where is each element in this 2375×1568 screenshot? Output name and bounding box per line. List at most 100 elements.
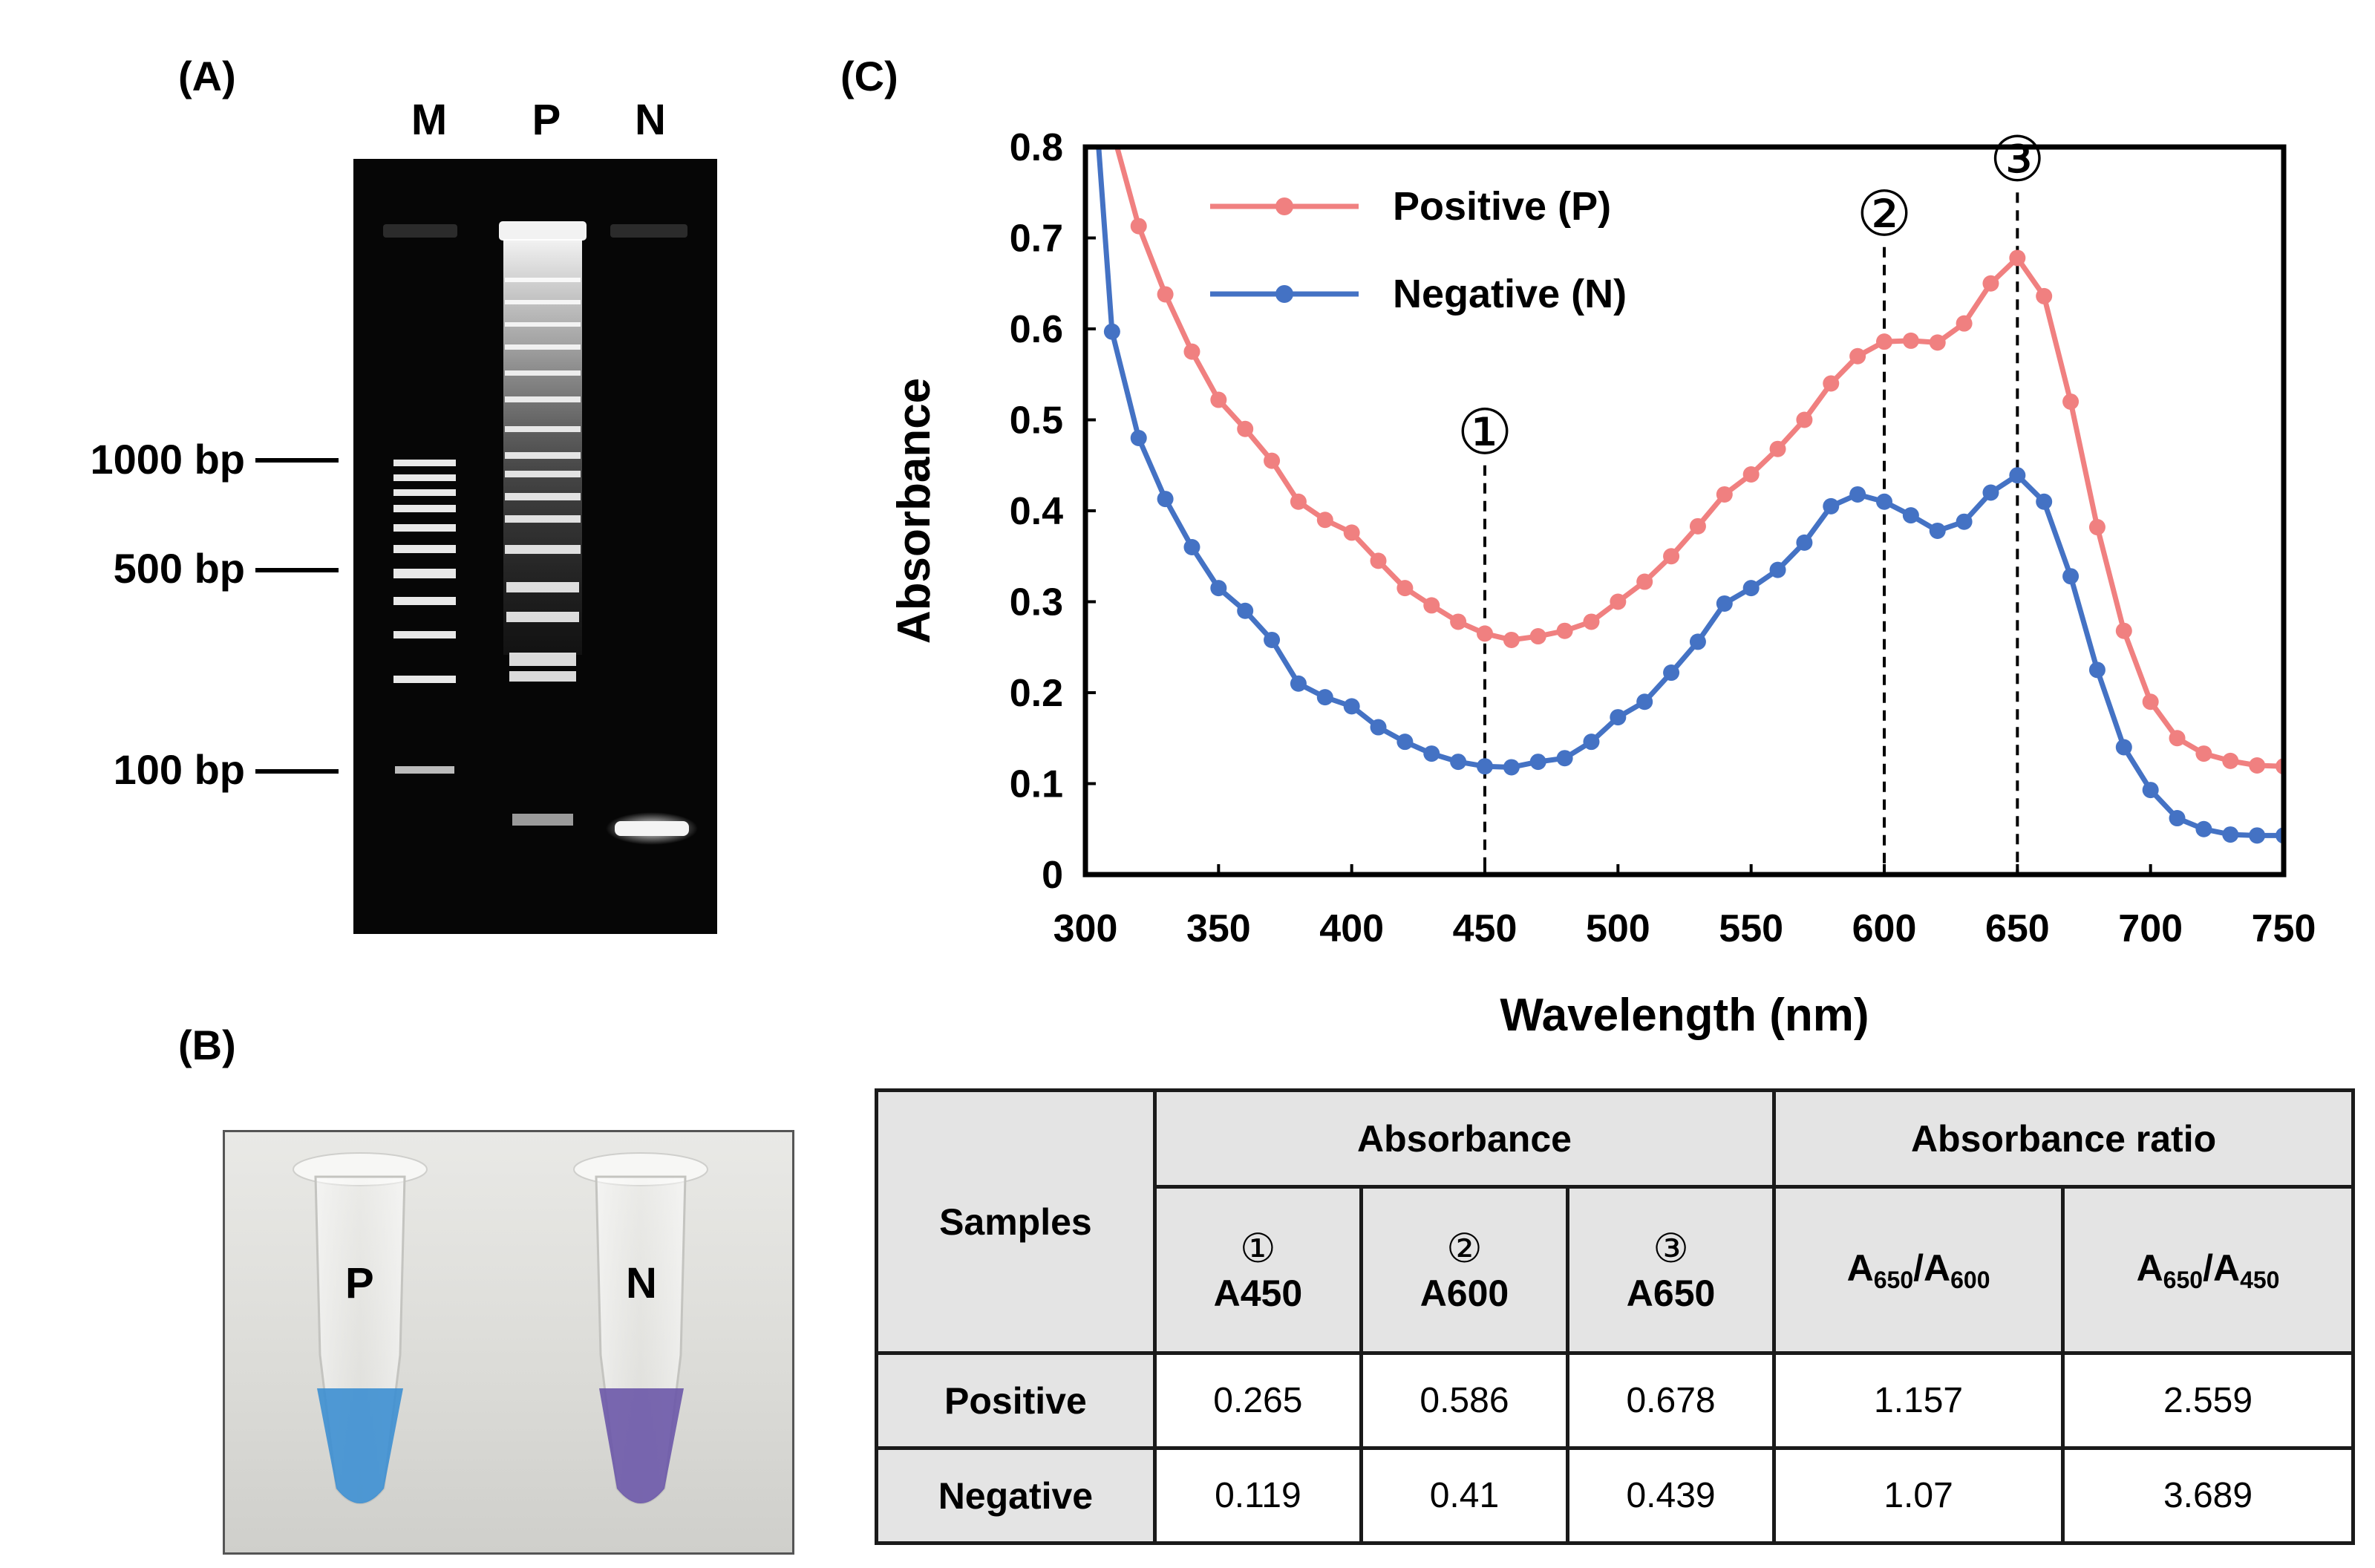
data-point [1556, 622, 1573, 639]
table-header-a600: ② A600 [1359, 1185, 1570, 1355]
table-cell: 0.439 [1565, 1446, 1777, 1545]
marker-tick [255, 568, 339, 572]
data-point [1610, 593, 1627, 610]
x-tick-label: 450 [1453, 907, 1518, 950]
marker-label-1000bp: 1000 bp [90, 436, 245, 483]
x-tick-label: 400 [1319, 907, 1384, 950]
data-point [1902, 332, 1919, 349]
data-point [1316, 689, 1333, 706]
data-point [1423, 745, 1440, 762]
data-point [1396, 580, 1414, 597]
panel-label-b: (B) [178, 1022, 236, 1068]
data-point [1796, 411, 1813, 428]
table-header-ratio: Absorbance ratio [1772, 1088, 2355, 1189]
data-point [1769, 440, 1786, 457]
y-tick-label: 0.1 [1010, 763, 1063, 806]
data-point [1929, 334, 1946, 351]
marker-label-500bp: 500 bp [113, 545, 245, 592]
data-point [1823, 497, 1840, 514]
table-cell: 0.586 [1359, 1351, 1570, 1450]
data-point [1529, 628, 1546, 645]
data-point [1663, 548, 1680, 565]
data-point [2142, 693, 2159, 710]
y-tick-label: 0.8 [1010, 126, 1063, 169]
data-point [1636, 693, 1653, 710]
x-tick-label: 750 [2252, 907, 2316, 950]
absorbance-chart: ① ② ③ 300 350 400 450 500 550 600 650 700 750 0 0.1 0.2… [889, 124, 2316, 1041]
table-cell: 0.678 [1565, 1351, 1777, 1450]
data-point [1796, 534, 1813, 551]
y-tick-label: 0.6 [1010, 308, 1063, 351]
data-point [1396, 734, 1414, 751]
table-cell: 1.07 [1772, 1446, 2065, 1545]
y-tick-label: 0.3 [1010, 581, 1063, 624]
data-point [2249, 757, 2266, 774]
data-point [1742, 580, 1760, 597]
data-point [1210, 391, 1227, 408]
plot-frame [1082, 144, 2287, 878]
data-point [1503, 631, 1520, 648]
x-tick-label: 350 [1186, 907, 1251, 950]
table-row: Positive 0.265 0.586 0.678 1.157 2.559 [875, 1351, 2355, 1450]
data-point [2249, 827, 2266, 844]
gel-lane-label: M [411, 96, 448, 144]
data-point [1529, 754, 1546, 771]
gel-image [353, 159, 717, 934]
y-axis-label: Absorbance [889, 378, 940, 644]
panel-label-c: (C) [840, 53, 898, 99]
data-point [1370, 719, 1387, 736]
annotation-label: ③ [1990, 124, 2045, 194]
data-point [1183, 539, 1200, 555]
data-point [1157, 491, 1174, 508]
y-tick-label: 0.4 [1010, 490, 1063, 533]
table-row: Negative 0.119 0.41 0.439 1.07 3.689 [875, 1446, 2355, 1545]
series-line-positive [1114, 147, 2284, 769]
data-point [2062, 393, 2080, 410]
gel-lane-label: N [635, 96, 666, 144]
table-cell: 1.157 [1772, 1351, 2065, 1450]
series-layer [1096, 147, 2284, 844]
y-tick-label: 0.5 [1010, 399, 1063, 442]
data-point [1849, 347, 1866, 365]
row-label: Positive [875, 1351, 1157, 1450]
data-point [1130, 430, 1147, 446]
data-point [2222, 826, 2239, 843]
data-point [1849, 486, 1866, 503]
y-tick-label: 0.2 [1010, 672, 1063, 715]
data-point [1290, 493, 1307, 510]
data-point [2036, 493, 2053, 510]
data-point [1583, 613, 1600, 630]
x-tick-label: 700 [2118, 907, 2183, 950]
data-point [2062, 568, 2080, 585]
data-point [1982, 275, 1999, 292]
tube-photo: P N [223, 1130, 794, 1555]
y-tick-label: 0 [1042, 854, 1063, 897]
data-point [1450, 613, 1467, 630]
data-point [1316, 512, 1333, 529]
table-cell: 3.689 [2061, 1446, 2355, 1545]
data-point [1130, 218, 1147, 235]
data-point [2115, 739, 2132, 756]
data-point [1477, 758, 1493, 775]
data-point [1902, 507, 1919, 524]
data-point [1583, 734, 1600, 751]
data-point [1370, 552, 1387, 569]
data-point [2142, 782, 2159, 799]
data-point [1876, 333, 1892, 350]
table-header-absorbance: Absorbance [1152, 1088, 1777, 1189]
data-point [1716, 486, 1733, 503]
data-point [1477, 625, 1493, 642]
data-point [2009, 249, 2026, 267]
data-point [1610, 709, 1627, 726]
x-tick-label: 500 [1586, 907, 1650, 950]
data-point [1636, 573, 1653, 590]
data-point [2115, 622, 2132, 639]
data-point [1423, 597, 1440, 614]
marker-tick [255, 458, 339, 463]
tube-positive [293, 1152, 428, 1505]
table-header-a450: ① A450 [1152, 1185, 1363, 1355]
data-point [1210, 580, 1227, 597]
table-header-ratio-650-600: A650/A600 [1772, 1185, 2065, 1355]
data-point [1956, 315, 1973, 332]
data-point [1264, 631, 1281, 648]
